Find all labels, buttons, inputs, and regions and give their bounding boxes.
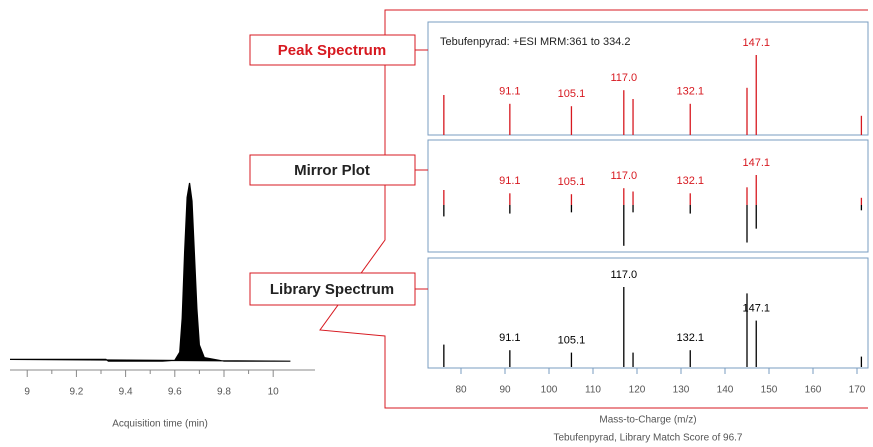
callout-label: Mirror Plot (294, 162, 370, 179)
callout-box (249, 34, 416, 66)
x-tick-label: 9.4 (119, 387, 133, 398)
x-tick-label: 170 (849, 385, 866, 396)
peak-label: 132.1 (676, 175, 704, 187)
x-tick-label: 9.8 (217, 387, 231, 398)
x-axis-label: Mass-to-Charge (m/z) (599, 415, 696, 426)
panels (427, 21, 869, 369)
x-tick-label: 100 (541, 385, 558, 396)
peak-label: 147.1 (742, 303, 770, 315)
x-tick-label: 9 (24, 387, 30, 398)
peak-label: 147.1 (742, 37, 770, 49)
x-tick-label: 90 (499, 385, 511, 396)
panel-title: Tebufenpyrad: +ESI MRM:361 to 334.2 (440, 36, 630, 48)
peak-label: 117.0 (610, 72, 637, 84)
callout-box (249, 154, 416, 186)
chromatogram (9, 182, 291, 362)
peak-label: 105.1 (558, 88, 586, 100)
caption: Tebufenpyrad, Library Match Score of 96.… (554, 433, 743, 444)
x-axis-label: Acquisition time (min) (112, 419, 208, 430)
bracket (319, 9, 868, 409)
peak-label: 91.1 (499, 332, 520, 344)
x-tick-label: 80 (455, 385, 467, 396)
peak-label: 132.1 (676, 332, 704, 344)
x-tick-label: 140 (717, 385, 734, 396)
x-tick-label: 10 (268, 387, 280, 398)
peak-label: 91.1 (499, 86, 520, 98)
peak-label: 117.0 (610, 269, 637, 281)
callout-label: Library Spectrum (270, 281, 394, 298)
callout-label: Peak Spectrum (278, 42, 386, 59)
peak-label: 105.1 (558, 335, 586, 347)
x-tick-label: 110 (585, 385, 601, 396)
peak-label: 91.1 (499, 175, 520, 187)
peak-label: 117.0 (610, 170, 637, 182)
peak-label: 105.1 (558, 176, 586, 188)
x-tick-label: 9.6 (168, 387, 182, 398)
x-tick-label: 160 (805, 385, 822, 396)
x-tick-label: 9.2 (69, 387, 83, 398)
peak-label: 132.1 (676, 86, 704, 98)
peak-label: 147.1 (742, 157, 770, 169)
x-tick-label: 130 (673, 385, 690, 396)
x-tick-label: 150 (761, 385, 778, 396)
x-tick-label: 120 (629, 385, 646, 396)
